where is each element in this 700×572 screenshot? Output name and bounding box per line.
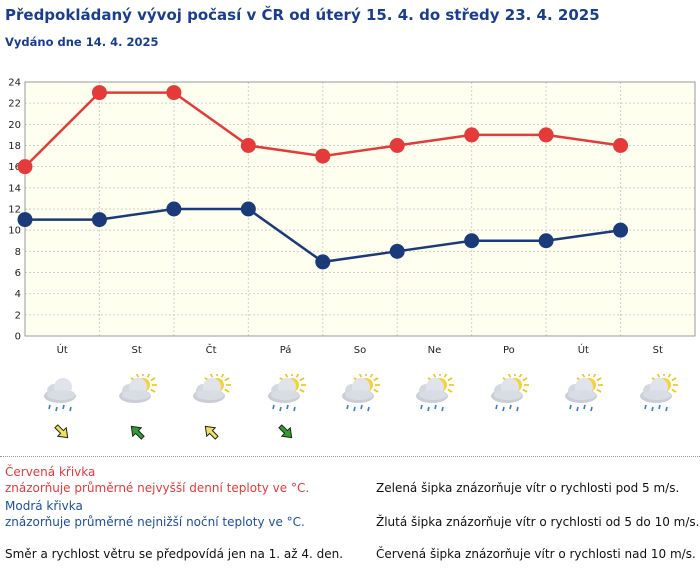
data-point: [17, 212, 33, 228]
cloud-rain-icon: [44, 378, 77, 412]
y-tick-label: 18: [8, 141, 21, 152]
y-tick-label: 6: [15, 268, 21, 279]
y-tick-label: 2: [15, 310, 21, 321]
red-curve-text: znázorňuje průměrné nejvyšší denní teplo…: [5, 481, 310, 495]
y-tick-label: 10: [8, 226, 21, 237]
x-tick-label: St: [653, 345, 663, 356]
y-tick-label: 4: [15, 289, 21, 300]
issue-date: Vydáno dne 14. 4. 2025: [5, 35, 159, 49]
x-tick-label: Čt: [206, 343, 217, 356]
data-point: [613, 138, 629, 153]
sun-rain-icon: [565, 374, 604, 412]
data-point: [538, 127, 554, 143]
sun-rain-icon: [416, 374, 455, 412]
x-tick-label: St: [132, 345, 142, 356]
data-point: [17, 159, 33, 175]
y-tick-label: 22: [8, 99, 21, 110]
sun-cloud-rain-icon: [639, 374, 678, 412]
data-point: [315, 254, 331, 270]
partly-sunny-icon: [193, 374, 232, 403]
y-tick-label: 24: [8, 78, 21, 89]
y-tick-label: 14: [8, 183, 21, 194]
wind-arrow-icon: [204, 425, 219, 440]
blue-curve-title: Modrá křivka: [5, 499, 83, 513]
data-point: [166, 85, 182, 101]
data-point: [240, 138, 256, 153]
blue-curve-text: znázorňuje průměrné nejnižší noční teplo…: [5, 515, 305, 529]
data-point: [464, 127, 480, 143]
data-point: [389, 243, 405, 259]
data-point: [315, 148, 331, 164]
sun-rain-icon: [342, 374, 380, 412]
x-tick-label: Út: [578, 343, 589, 356]
partly-sunny-icon: [118, 374, 157, 403]
wind-note: Směr a rychlost větru se předpovídá jen …: [5, 547, 344, 561]
red-curve-title: Červená křivka: [5, 465, 96, 479]
divider: [0, 456, 700, 457]
yellow-arrow-legend: Žlutá šipka znázorňuje vítr o rychlosti …: [376, 515, 700, 529]
y-tick-label: 12: [8, 205, 21, 216]
green-arrow-legend: Zelená šipka znázorňuje vítr o rychlosti…: [376, 481, 680, 495]
x-tick-label: Ne: [428, 345, 442, 356]
y-tick-label: 20: [8, 120, 21, 131]
wind-arrow-icon: [54, 424, 69, 439]
y-tick-label: 0: [15, 332, 21, 343]
data-point: [240, 201, 256, 217]
data-point: [464, 233, 480, 249]
x-tick-label: Pá: [280, 344, 292, 356]
plot-border: [24, 81, 696, 337]
plot-area: [25, 82, 695, 336]
data-point: [389, 138, 405, 153]
data-point: [166, 201, 182, 217]
x-tick-label: So: [354, 345, 366, 356]
data-point: [91, 212, 107, 228]
sun-cloud-rain-icon: [267, 374, 306, 412]
y-tick-label: 8: [15, 247, 21, 258]
data-point: [613, 222, 629, 238]
wind-arrow-icon: [277, 424, 292, 439]
y-tick-label: 16: [8, 162, 21, 173]
x-tick-label: Po: [503, 345, 515, 356]
wind-arrow-icon: [130, 425, 145, 440]
sun-cloud-rain-icon: [490, 374, 529, 412]
page-title: Předpokládaný vývoj počasí v ČR od úterý…: [5, 6, 600, 24]
data-point: [538, 233, 554, 249]
x-tick-label: Út: [57, 343, 68, 356]
red-arrow-legend: Červená šipka znázorňuje vítr o rychlost…: [376, 547, 696, 561]
data-point: [91, 85, 107, 101]
